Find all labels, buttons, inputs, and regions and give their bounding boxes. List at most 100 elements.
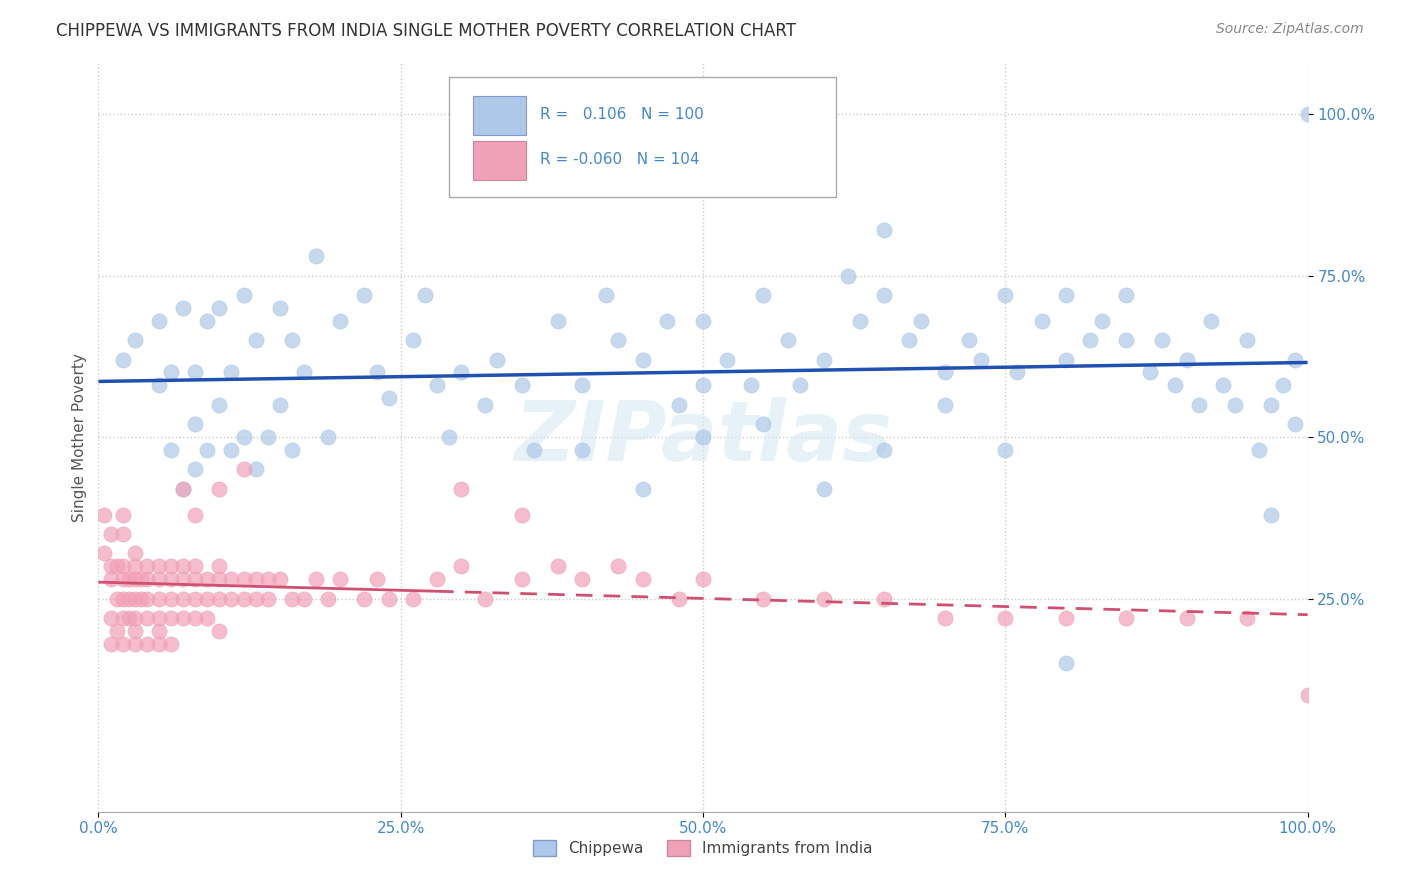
Point [269, 301, 291, 315]
Point [105, 559, 128, 574]
Point [668, 591, 690, 606]
Legend: Chippewa, Immigrants from India: Chippewa, Immigrants from India [526, 833, 880, 864]
Point [305, 249, 328, 263]
Point [269, 572, 291, 586]
Point [221, 366, 243, 380]
Point [172, 482, 194, 496]
Point [184, 417, 207, 432]
Point [607, 559, 630, 574]
Point [148, 591, 170, 606]
Point [124, 624, 146, 638]
Point [474, 398, 496, 412]
Point [571, 442, 593, 457]
Point [221, 442, 243, 457]
Point [752, 288, 775, 302]
Point [873, 223, 896, 237]
Point [1115, 611, 1137, 625]
Point [934, 611, 956, 625]
Point [413, 288, 436, 302]
Point [118, 611, 141, 625]
Point [437, 430, 460, 444]
Point [184, 572, 207, 586]
Point [129, 591, 152, 606]
Point [366, 572, 388, 586]
Point [100, 527, 122, 541]
Point [221, 572, 243, 586]
Point [184, 366, 207, 380]
Point [305, 572, 328, 586]
Point [474, 591, 496, 606]
Point [353, 288, 375, 302]
Point [402, 591, 425, 606]
Point [740, 378, 762, 392]
Point [148, 637, 170, 651]
Point [148, 314, 170, 328]
Point [160, 559, 183, 574]
Y-axis label: Single Mother Poverty: Single Mother Poverty [72, 352, 87, 522]
Point [934, 366, 956, 380]
Point [994, 288, 1017, 302]
Point [281, 442, 304, 457]
Point [1296, 107, 1319, 121]
Point [1223, 398, 1246, 412]
Point [124, 591, 146, 606]
Point [148, 559, 170, 574]
Point [208, 559, 231, 574]
Point [124, 572, 146, 586]
Point [510, 572, 533, 586]
Point [184, 591, 207, 606]
Point [232, 462, 254, 476]
Point [547, 314, 569, 328]
Point [208, 591, 231, 606]
Point [366, 366, 388, 380]
Point [93, 546, 115, 560]
Point [1007, 366, 1029, 380]
Point [813, 352, 835, 367]
Point [607, 333, 630, 347]
Point [450, 482, 472, 496]
Point [692, 430, 714, 444]
Point [111, 591, 134, 606]
Point [111, 508, 134, 522]
Point [450, 366, 472, 380]
Point [873, 442, 896, 457]
Point [124, 546, 146, 560]
Point [377, 392, 399, 406]
Point [1115, 333, 1137, 347]
Point [232, 591, 254, 606]
Point [692, 314, 714, 328]
Point [195, 572, 218, 586]
Point [571, 572, 593, 586]
Point [970, 352, 993, 367]
Point [353, 591, 375, 606]
Point [208, 572, 231, 586]
Point [172, 301, 194, 315]
Point [292, 366, 315, 380]
Text: R =   0.106   N = 100: R = 0.106 N = 100 [540, 107, 703, 122]
Point [1078, 333, 1101, 347]
Point [631, 352, 654, 367]
Point [172, 591, 194, 606]
Point [873, 288, 896, 302]
Point [1139, 366, 1161, 380]
Point [450, 559, 472, 574]
Point [281, 591, 304, 606]
Point [111, 352, 134, 367]
Point [124, 637, 146, 651]
Point [160, 637, 183, 651]
Point [1260, 398, 1282, 412]
Point [1163, 378, 1185, 392]
Point [329, 572, 352, 586]
Point [897, 333, 920, 347]
Point [148, 611, 170, 625]
Point [245, 591, 267, 606]
Point [1175, 611, 1198, 625]
Point [595, 288, 617, 302]
Point [837, 268, 859, 283]
Point [510, 508, 533, 522]
Point [195, 442, 218, 457]
Point [1236, 333, 1258, 347]
Point [148, 378, 170, 392]
Point [135, 637, 157, 651]
Point [124, 611, 146, 625]
